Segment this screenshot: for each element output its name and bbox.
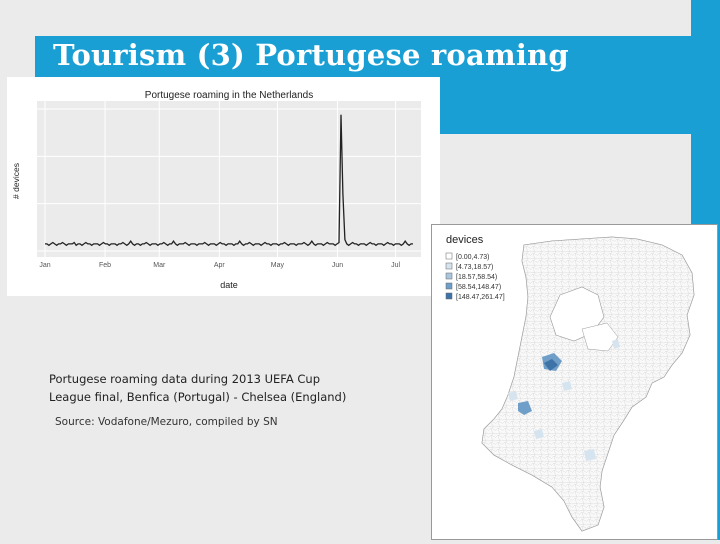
map-legend: [0.00,4.73) [4.73,18.57) [18.57,58.54) [58.… xyxy=(445,252,505,301)
legend-label: [18.57,58.54) xyxy=(456,274,497,281)
chart-y-label: # devices xyxy=(11,163,21,199)
x-tick-label: May xyxy=(271,262,285,269)
legend-swatch xyxy=(445,272,453,280)
x-tick-label: Jul xyxy=(391,262,400,269)
legend-label: [4.73,18.57) xyxy=(456,264,493,271)
legend-label: [58.54,148.47) xyxy=(456,284,501,291)
legend-label: [148.47,261.47] xyxy=(456,294,505,301)
plot-area xyxy=(37,101,421,257)
x-tick-label: Mar xyxy=(153,262,166,269)
x-tick-label: Feb xyxy=(99,262,111,269)
caption-line-2: League final, Benfica (Portugal) - Chels… xyxy=(49,390,347,404)
chart-title: Portugese roaming in the Netherlands xyxy=(145,90,313,101)
legend-swatch xyxy=(445,252,453,260)
legend-swatch xyxy=(445,292,453,300)
legend-swatch xyxy=(445,282,453,290)
chart-caption: Portugese roaming data during 2013 UEFA … xyxy=(49,370,379,406)
chart-svg: Jan Feb Mar Apr May Jun Jul Portugese roaming … xyxy=(11,90,421,290)
map-legend-title: devices xyxy=(446,234,484,246)
x-tick-label: Jun xyxy=(332,262,343,269)
map-svg: devices [0.00,4.73) [4.73,18.57) [18.57,58… xyxy=(445,234,695,532)
source-note: Source: Vodafone/Mezuro, compiled by SN xyxy=(55,416,278,428)
roaming-series-line xyxy=(45,114,413,247)
legend-swatch xyxy=(445,262,453,270)
chart-x-label: date xyxy=(220,280,238,290)
x-tick-label: Apr xyxy=(214,262,226,269)
caption-line-1: Portugese roaming data during 2013 UEFA … xyxy=(49,372,321,386)
x-tick-label: Jan xyxy=(39,262,50,269)
rotterdam-region xyxy=(518,401,532,415)
legend-label: [0.00,4.73) xyxy=(456,254,489,261)
netherlands-map-panel: devices [0.00,4.73) [4.73,18.57) [18.57,58… xyxy=(431,224,718,540)
slide-title: Tourism (3) Portugese roaming xyxy=(53,38,569,72)
roaming-line-chart: Jan Feb Mar Apr May Jun Jul Portugese roaming … xyxy=(7,77,440,296)
